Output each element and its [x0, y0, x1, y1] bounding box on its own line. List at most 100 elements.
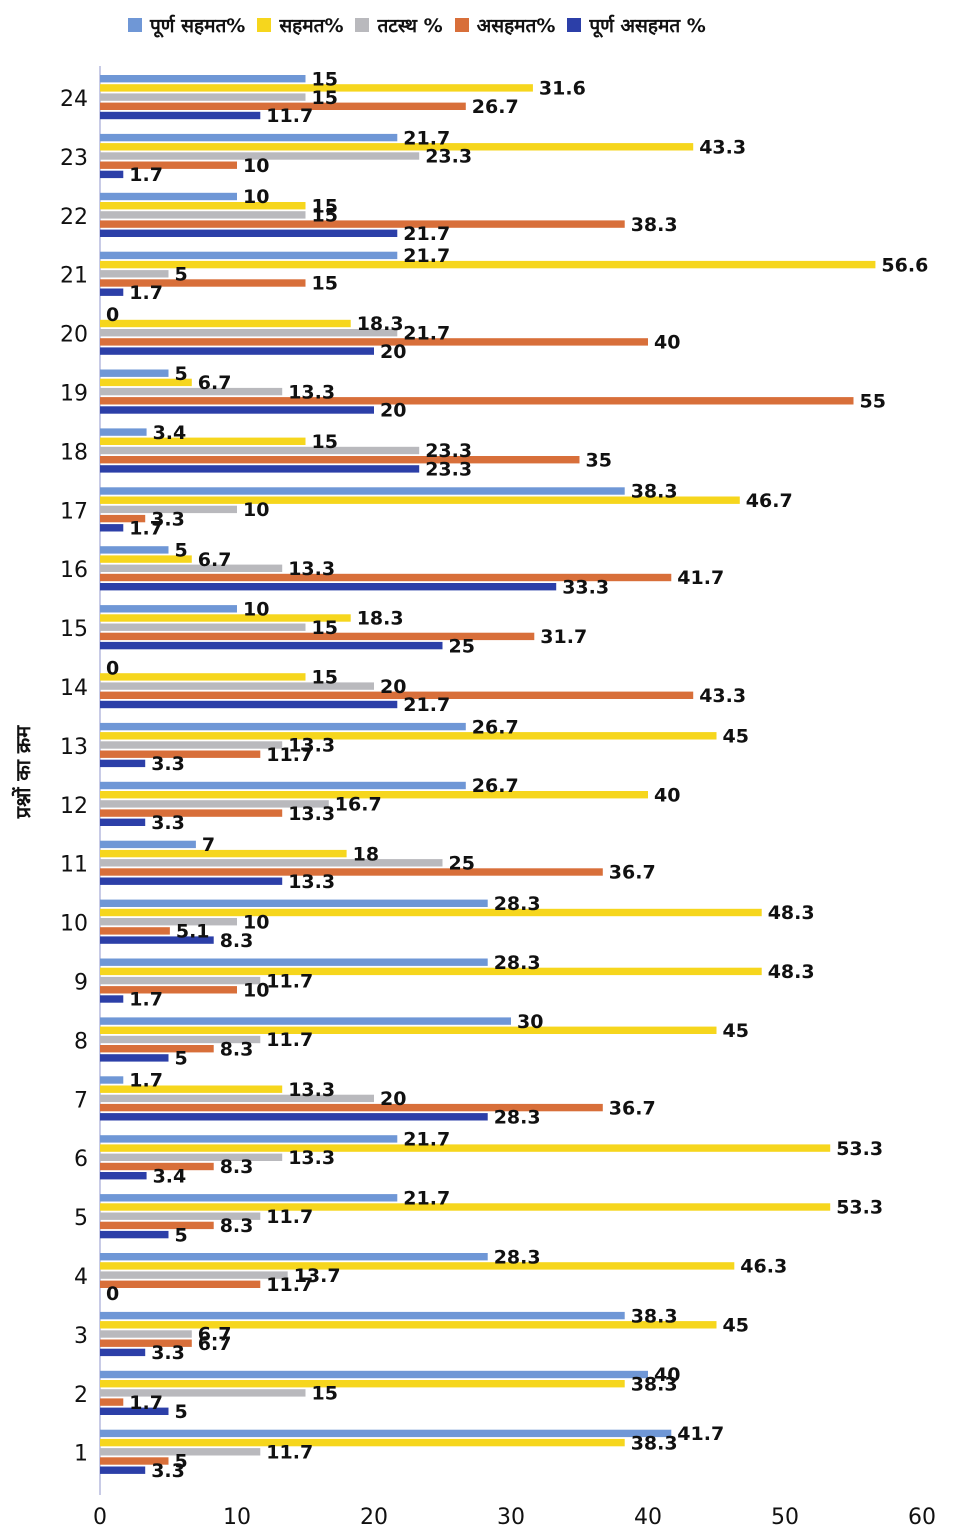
- value-label-strongly-agree-6: 21.7: [403, 1129, 450, 1151]
- bar-strongly-disagree-13: [100, 759, 146, 768]
- bar-agree-15: [100, 614, 351, 622]
- value-label-disagree-9: 10: [243, 980, 269, 1002]
- value-label-neutral-14: 20: [380, 676, 406, 698]
- category-label-21: 21: [60, 264, 88, 289]
- value-label-strongly-agree-23: 21.7: [403, 127, 450, 149]
- bar-agree-17: [100, 496, 740, 504]
- value-label-strongly-agree-12: 26.7: [472, 775, 519, 797]
- category-label-3: 3: [74, 1324, 88, 1349]
- value-label-agree-6: 53.3: [836, 1138, 883, 1160]
- value-label-strongly-disagree-2: 5: [175, 1401, 188, 1423]
- bar-strongly-agree-23: [100, 133, 398, 142]
- category-label-15: 15: [60, 617, 88, 642]
- bar-neutral-8: [100, 1035, 261, 1044]
- category-label-13: 13: [60, 735, 88, 760]
- category-label-5: 5: [74, 1206, 88, 1231]
- legend-label-strongly-agree: पूर्ण सहमत%: [150, 15, 246, 37]
- bar-strongly-agree-13: [100, 722, 466, 731]
- bar-agree-5: [100, 1203, 831, 1211]
- value-label-disagree-13: 11.7: [266, 744, 313, 766]
- bar-strongly-agree-16: [100, 546, 169, 554]
- bar-strongly-agree-8: [100, 1017, 511, 1025]
- bar-strongly-disagree-15: [100, 641, 443, 650]
- value-label-neutral-9: 11.7: [266, 970, 313, 992]
- bar-strongly-agree-22: [100, 192, 237, 201]
- bar-neutral-10: [100, 918, 237, 926]
- bar-strongly-agree-15: [100, 605, 237, 613]
- x-tick-label-30: 30: [497, 1505, 525, 1530]
- bar-disagree-18: [100, 456, 580, 464]
- value-label-agree-20: 18.3: [357, 313, 404, 335]
- bar-agree-14: [100, 673, 306, 681]
- bar-agree-4: [100, 1262, 735, 1270]
- bar-strongly-agree-6: [100, 1135, 398, 1143]
- legend-item-neutral: तटस्थ %: [355, 12, 443, 38]
- value-label-agree-23: 43.3: [699, 137, 746, 159]
- x-tick-label-50: 50: [771, 1505, 799, 1530]
- category-label-14: 14: [60, 676, 88, 701]
- value-label-strongly-agree-7: 1.7: [129, 1070, 163, 1092]
- value-label-neutral-4: 13.7: [294, 1265, 341, 1287]
- bar-disagree-23: [100, 161, 237, 169]
- category-label-17: 17: [60, 499, 88, 524]
- value-label-strongly-agree-15: 10: [243, 599, 269, 621]
- bar-agree-8: [100, 1026, 717, 1034]
- bar-strongly-disagree-19: [100, 406, 374, 414]
- bar-strongly-disagree-20: [100, 347, 374, 355]
- bar-disagree-9: [100, 986, 237, 994]
- bar-neutral-18: [100, 446, 420, 455]
- category-label-4: 4: [74, 1265, 88, 1290]
- bar-strongly-agree-21: [100, 251, 398, 260]
- legend-label-disagree: असहमत%: [476, 15, 556, 37]
- bar-disagree-3: [100, 1339, 192, 1347]
- bar-agree-7: [100, 1085, 283, 1093]
- category-label-8: 8: [74, 1029, 88, 1054]
- bar-agree-18: [100, 437, 306, 445]
- value-label-strongly-agree-1: 41.7: [677, 1423, 724, 1445]
- x-tick-labels: 0 10 20 30 40 50 60: [93, 1505, 936, 1530]
- value-label-strongly-disagree-19: 20: [380, 400, 406, 422]
- category-label-16: 16: [60, 558, 88, 583]
- value-label-strongly-disagree-10: 8.3: [220, 930, 254, 952]
- bar-disagree-2: [100, 1398, 124, 1406]
- bar-strongly-agree-2: [100, 1370, 648, 1379]
- legend-swatch-neutral: [355, 18, 370, 32]
- value-label-agree-1: 38.3: [631, 1432, 678, 1454]
- value-label-neutral-19: 13.3: [288, 381, 335, 403]
- value-label-agree-14: 15: [312, 667, 338, 689]
- bar-strongly-agree-9: [100, 958, 488, 966]
- bar-disagree-1: [100, 1457, 169, 1465]
- value-label-agree-21: 56.6: [881, 254, 928, 276]
- value-label-agree-11: 18: [353, 843, 379, 865]
- value-label-neutral-2: 15: [312, 1383, 338, 1405]
- bar-disagree-22: [100, 220, 625, 228]
- x-tick-label-40: 40: [634, 1505, 662, 1530]
- value-label-agree-17: 46.7: [746, 490, 793, 512]
- value-label-strongly-disagree-13: 3.3: [151, 753, 185, 775]
- bar-strongly-disagree-8: [100, 1054, 169, 1062]
- value-label-strongly-disagree-9: 1.7: [129, 989, 163, 1011]
- value-label-agree-18: 15: [312, 431, 338, 453]
- category-label-20: 20: [60, 323, 88, 348]
- value-label-strongly-disagree-16: 33.3: [562, 576, 609, 598]
- bar-strongly-disagree-10: [100, 936, 214, 944]
- value-label-neutral-12: 16.7: [335, 794, 382, 816]
- bar-strongly-agree-24: [100, 75, 306, 83]
- value-label-agree-16: 6.7: [198, 549, 232, 571]
- bar-agree-24: [100, 84, 533, 92]
- bar-agree-10: [100, 908, 762, 917]
- value-label-disagree-6: 8.3: [220, 1156, 254, 1178]
- bar-disagree-7: [100, 1103, 603, 1112]
- bar-neutral-12: [100, 800, 329, 808]
- value-label-agree-10: 48.3: [768, 902, 815, 924]
- value-label-neutral-6: 13.3: [288, 1147, 335, 1169]
- legend: पूर्ण सहमत% सहमत% तटस्थ % असहमत% पूर्ण अ…: [128, 8, 706, 42]
- value-label-strongly-agree-24: 15: [312, 68, 338, 90]
- x-tick-label-10: 10: [223, 1505, 251, 1530]
- value-label-agree-12: 40: [654, 784, 680, 806]
- value-label-strongly-agree-19: 5: [175, 363, 188, 385]
- value-label-disagree-23: 10: [243, 155, 269, 177]
- bar-agree-9: [100, 967, 762, 976]
